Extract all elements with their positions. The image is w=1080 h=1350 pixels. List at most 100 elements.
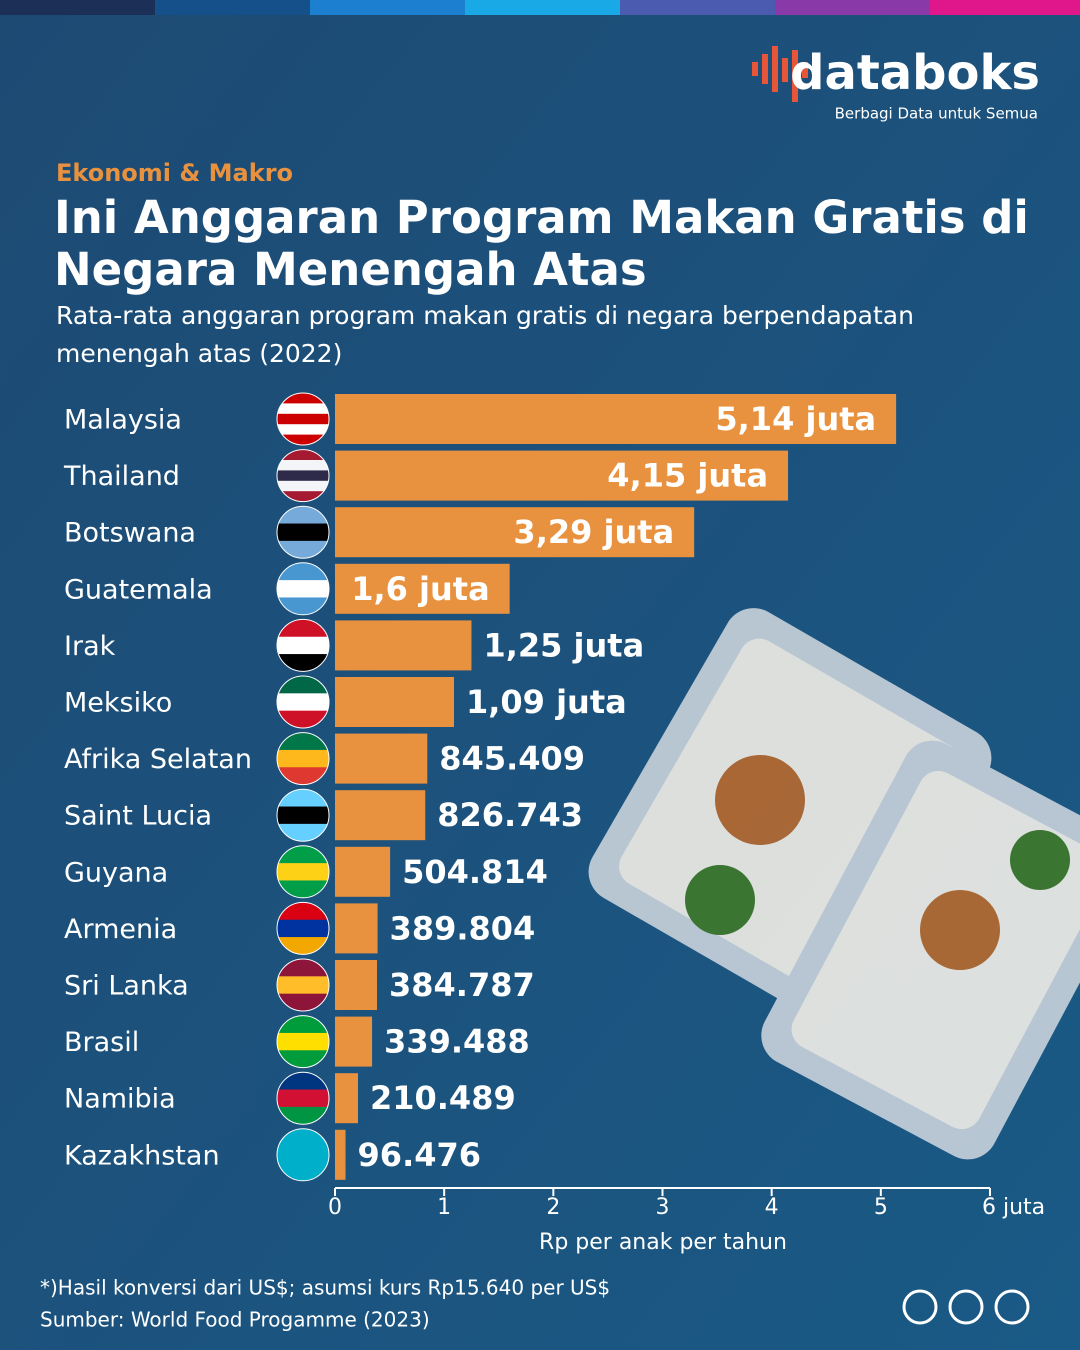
flag-ring xyxy=(276,392,330,446)
flag-stripe xyxy=(277,693,329,712)
flag-ring xyxy=(276,675,330,729)
flag-stripe xyxy=(277,1050,329,1068)
bar xyxy=(335,620,472,671)
flag-stripe xyxy=(277,823,329,842)
value-label: 3,29 juta xyxy=(513,513,674,551)
chart-title: Ini Anggaran Program Makan Gratis di Neg… xyxy=(54,192,1029,296)
flag-ring xyxy=(276,845,330,899)
value-label: 1,25 juta xyxy=(483,626,644,664)
value-label: 1,6 juta xyxy=(351,570,489,608)
category-label: Thailand xyxy=(63,461,180,492)
flag-stripe xyxy=(277,449,329,461)
bar xyxy=(335,733,428,784)
flag xyxy=(277,619,329,672)
flag xyxy=(277,902,329,955)
flag-stripe xyxy=(277,710,329,728)
category-label: Irak xyxy=(64,631,116,662)
flag-stripe xyxy=(277,919,329,938)
flag-stripe xyxy=(277,523,329,542)
category-label: Sri Lanka xyxy=(64,971,189,1002)
x-tick-label: 5 xyxy=(874,1195,888,1220)
flag-ring xyxy=(276,505,330,559)
logo-mark xyxy=(752,46,808,102)
bar xyxy=(335,677,454,727)
flag-stripe xyxy=(277,654,329,672)
category-label: Namibia xyxy=(64,1084,176,1115)
value-label: 826.743 xyxy=(437,796,583,834)
flag-stripe xyxy=(277,1146,329,1164)
flag-stripe xyxy=(277,976,329,995)
category-label: Malaysia xyxy=(64,405,182,436)
flag xyxy=(277,506,329,559)
flag-stripe xyxy=(277,767,329,785)
flag-ring xyxy=(276,732,330,786)
flag xyxy=(277,1072,329,1125)
title-box: Ini Anggaran Program Makan Gratis di Neg… xyxy=(54,192,1029,296)
category-label: Brasil xyxy=(64,1027,139,1058)
flag-stripe xyxy=(277,413,329,425)
x-tick-label: 4 xyxy=(765,1195,779,1220)
flag-stripe xyxy=(277,540,329,559)
x-tick-label: 3 xyxy=(656,1195,670,1220)
bar xyxy=(335,1073,358,1124)
flag xyxy=(277,1015,329,1068)
category-label: Kazakhstan xyxy=(64,1140,220,1171)
x-tick-label: 2 xyxy=(546,1195,560,1220)
value-label: 384.787 xyxy=(389,966,535,1004)
flag xyxy=(277,676,329,728)
chart-subtitle: Rata-rata anggaran program makan gratis … xyxy=(56,301,914,368)
flag-ring xyxy=(276,958,330,1012)
flag-ring xyxy=(276,618,330,672)
flag xyxy=(277,959,329,1011)
category-label: Afrika Selatan xyxy=(64,744,252,775)
source: Sumber: World Food Progamme (2023) xyxy=(40,1308,430,1332)
bar xyxy=(335,507,695,558)
bar xyxy=(335,450,789,501)
flag-stripe xyxy=(277,562,329,581)
value-label: 339.488 xyxy=(384,1023,530,1061)
flag-stripe xyxy=(277,863,329,881)
flag-stripe xyxy=(277,749,329,768)
value-label: 96.476 xyxy=(358,1136,481,1174)
flag-ring xyxy=(276,901,330,955)
flag-ring xyxy=(276,788,330,842)
flag-stripe xyxy=(277,619,329,638)
flag xyxy=(277,449,329,502)
flag-stripe xyxy=(277,597,329,615)
flag-stripe xyxy=(277,959,329,977)
value-label: 4,15 juta xyxy=(607,457,768,495)
x-tick-label: 0 xyxy=(328,1195,342,1220)
flag-ring xyxy=(276,449,330,503)
flag-ring xyxy=(276,1071,330,1125)
flag-stripe xyxy=(277,1106,329,1125)
food-decoration xyxy=(588,608,1080,1160)
flag-stripe xyxy=(277,732,329,751)
flag-ring xyxy=(276,1128,330,1182)
flag-stripe xyxy=(277,1072,329,1091)
flag-ring xyxy=(276,562,330,616)
subtitle-box: Rata-rata anggaran program makan gratis … xyxy=(56,301,914,368)
flag xyxy=(277,1128,329,1181)
footnote: *)Hasil konversi dari US$; asumsi kurs R… xyxy=(40,1276,610,1300)
flag xyxy=(277,732,329,785)
flag-stripe xyxy=(277,506,329,525)
license-icons xyxy=(902,1289,1030,1325)
bar xyxy=(335,563,510,614)
bar xyxy=(335,846,391,897)
flag-stripe xyxy=(277,845,329,864)
flag-ring xyxy=(276,1015,330,1069)
bar xyxy=(335,394,897,444)
value-label: 210.489 xyxy=(370,1079,516,1117)
value-label: 5,14 juta xyxy=(715,400,876,438)
flag-stripe xyxy=(277,937,329,955)
flag-stripe xyxy=(277,636,329,655)
flag-stripe xyxy=(277,902,329,921)
value-label: 845.409 xyxy=(439,740,585,778)
top-stripe xyxy=(0,0,1080,15)
flag-stripe xyxy=(277,1015,329,1034)
x-axis-label: Rp per anak per tahun xyxy=(539,1230,787,1255)
flag-stripe xyxy=(277,434,329,445)
flag-stripe xyxy=(277,789,329,808)
